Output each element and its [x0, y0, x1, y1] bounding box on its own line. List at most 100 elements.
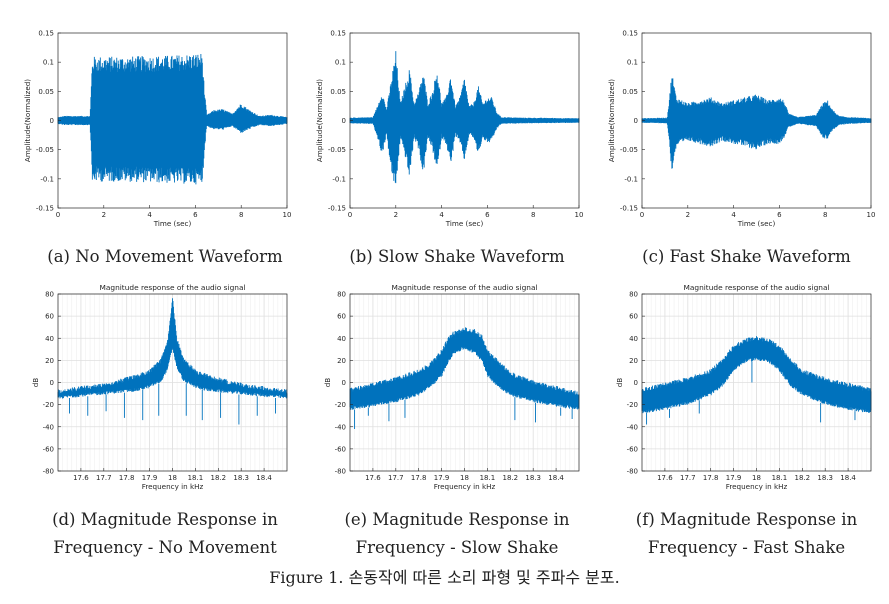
x-axis-label: Time (sec) [737, 219, 776, 228]
x-tick-label: 17.8 [703, 474, 719, 482]
y-tick-label: -20 [335, 401, 346, 409]
y-axis-label: Amplitude(Normalized) [23, 79, 32, 162]
x-axis-label: Frequency in kHz [434, 482, 496, 491]
y-tick-label: 0.15 [330, 30, 346, 38]
y-tick-label: 0.05 [330, 88, 346, 96]
x-tick-label: 18 [752, 474, 761, 482]
chart-e-magnitude-slow-shake: 17.6 17.7 17.8 17.9 18 18.1 18.2 18.3 18.4 -80 -60… [312, 280, 587, 495]
caption-d-line2: Frequency - No Movement [53, 538, 277, 557]
y-tick-label: 0.05 [38, 88, 54, 96]
y-tick-label: 0.1 [335, 59, 346, 67]
caption-a: (a) No Movement Waveform [47, 247, 283, 266]
x-tick-label: 8 [239, 211, 243, 219]
x-tick-label: 18.2 [795, 474, 811, 482]
series-f [641, 336, 872, 425]
y-tick-label: 0.1 [627, 59, 638, 67]
x-tick-label: 8 [823, 211, 827, 219]
x-tick-label: 17.7 [96, 474, 112, 482]
y-tick-label: -0.1 [624, 175, 638, 183]
x-tick-label: 2 [394, 211, 398, 219]
x-tick-label: 4 [439, 211, 444, 219]
x-tick-label: 0 [640, 211, 644, 219]
y-tick-label: 20 [629, 357, 638, 365]
y-tick-label: 0 [342, 117, 346, 125]
x-tick-label: 4 [147, 211, 152, 219]
x-tick-label: 17.9 [726, 474, 742, 482]
x-tick-label: 18.3 [817, 474, 833, 482]
chart-title: Magnitude response of the audio signal [391, 283, 537, 292]
x-tick-label: 18.1 [188, 474, 204, 482]
x-tick-label: 2 [686, 211, 690, 219]
chart-d-magnitude-no-movement: 17.6 17.7 17.8 17.9 18 18.1 18.2 18.3 18.4 -80 -60… [20, 280, 295, 495]
x-tick-label: 2 [102, 211, 106, 219]
y-tick-label: 0.15 [38, 30, 54, 38]
x-tick-label: 17.7 [388, 474, 404, 482]
x-tick-label: 17.9 [142, 474, 158, 482]
x-tick-label: 18 [460, 474, 469, 482]
y-tick-label: -0.05 [328, 146, 346, 154]
y-tick-label: -40 [335, 423, 346, 431]
x-tick-label: 6 [777, 211, 782, 219]
y-tick-label: -0.15 [36, 205, 54, 213]
y-tick-label: -20 [43, 401, 54, 409]
x-tick-label: 17.6 [365, 474, 381, 482]
y-axis-label: Amplitude(Normalized) [315, 79, 324, 162]
y-tick-label: 60 [45, 313, 54, 321]
y-tick-label: -0.05 [36, 146, 54, 154]
y-tick-label: 60 [337, 313, 346, 321]
x-tick-label: 6 [193, 211, 198, 219]
x-tick-label: 18.4 [840, 474, 856, 482]
series-dips [354, 397, 573, 429]
x-axis-label: Time (sec) [153, 219, 192, 228]
y-tick-label: 80 [629, 291, 638, 299]
x-tick-label: 18.1 [480, 474, 496, 482]
y-tick-label: 0 [50, 379, 54, 387]
y-tick-label: -0.1 [40, 175, 54, 183]
chart-title: Magnitude response of the audio signal [683, 283, 829, 292]
y-tick-label: -80 [627, 468, 638, 476]
y-tick-label: -0.1 [332, 175, 346, 183]
caption-e-line1: (e) Magnitude Response in [344, 510, 570, 529]
x-tick-label: 18.2 [503, 474, 519, 482]
x-tick-label: 18.4 [548, 474, 564, 482]
figure-caption: Figure 1. 손동작에 따른 소리 파형 및 주파수 분포. [269, 568, 620, 587]
y-tick-label: 40 [337, 335, 346, 343]
x-tick-label: 18.3 [233, 474, 249, 482]
series-dips [646, 361, 856, 425]
caption-c: (c) Fast Shake Waveform [642, 247, 851, 266]
series-dips [69, 383, 276, 425]
x-axis-label: Frequency in kHz [142, 482, 204, 491]
caption-e: (e) Magnitude Response in Frequency - Sl… [312, 506, 602, 562]
y-tick-label: 0 [634, 379, 638, 387]
y-tick-label: -60 [43, 445, 54, 453]
x-tick-label: 18.3 [525, 474, 541, 482]
x-tick-label: 17.8 [411, 474, 427, 482]
chart-c-fast-shake-waveform: 0 2 4 6 8 10 -0.15 -0.1 -0.05 0 0.05 0.1 0.15 Time (s… [604, 18, 879, 237]
y-tick-label: 80 [45, 291, 54, 299]
chart-a-no-movement-waveform: 0 2 4 6 8 10 -0.15 -0.1 -0.05 0 0.05 0.1 0.15 Time (s… [20, 25, 295, 237]
y-tick-label: -20 [627, 401, 638, 409]
x-tick-label: 8 [531, 211, 535, 219]
y-tick-label: -80 [43, 468, 54, 476]
x-tick-label: 17.9 [434, 474, 450, 482]
y-tick-label: 40 [45, 335, 54, 343]
y-tick-label: -40 [627, 423, 638, 431]
y-tick-label: -80 [335, 468, 346, 476]
chart-title: Magnitude response of the audio signal [99, 283, 245, 292]
chart-f-magnitude-fast-shake: 17.6 17.7 17.8 17.9 18 18.1 18.2 18.3 18.4 -80 -60… [604, 280, 879, 495]
y-tick-label: 80 [337, 291, 346, 299]
y-axis-label: dB [615, 378, 624, 388]
y-axis-label: dB [31, 378, 40, 388]
y-tick-label: -0.15 [328, 205, 346, 213]
caption-f-line1: (f) Magnitude Response in [635, 510, 858, 529]
y-tick-label: 0.15 [622, 30, 638, 38]
x-axis-label: Time (sec) [445, 219, 484, 228]
x-tick-label: 0 [56, 211, 60, 219]
x-tick-label: 17.6 [73, 474, 89, 482]
y-tick-label: 0.05 [622, 88, 638, 96]
y-tick-label: 60 [629, 313, 638, 321]
y-tick-label: -40 [43, 423, 54, 431]
y-tick-label: -0.15 [620, 205, 638, 213]
x-tick-label: 0 [348, 211, 352, 219]
x-tick-label: 10 [867, 211, 876, 219]
